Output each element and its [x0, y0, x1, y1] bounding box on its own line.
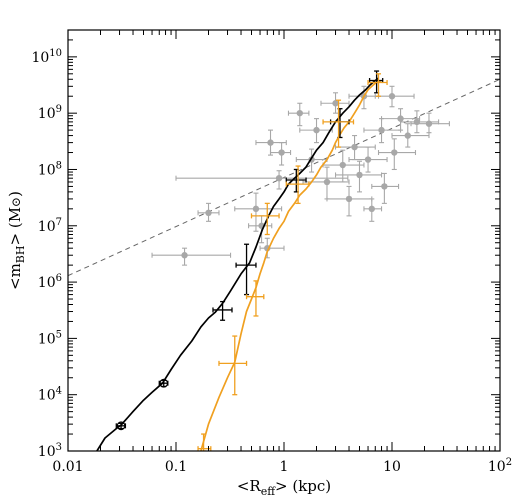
curves-layer — [68, 70, 500, 451]
black-curve-errorbar-1 — [158, 378, 169, 388]
x-axis-title: <Reff> (kpc) — [237, 477, 331, 498]
observed-point-21 — [371, 172, 400, 204]
axis-ticks — [67, 29, 501, 452]
orange-curve-errorbar-4 — [285, 165, 310, 205]
observed-point-14 — [326, 185, 373, 217]
orange-curve-errorbar-6 — [367, 73, 388, 97]
y-tick-label: 109 — [38, 104, 62, 122]
black-curve-errorbar-3 — [235, 243, 257, 296]
black-curve-errorbar-2 — [212, 300, 233, 321]
y-tick-label: 105 — [38, 329, 62, 347]
y-tick-label: 104 — [38, 386, 62, 404]
black-curve-errorbar-0 — [115, 421, 127, 431]
observed-point-26 — [400, 110, 440, 134]
x-tick-label: 10 — [383, 459, 401, 475]
observed-point-3 — [248, 215, 273, 244]
observed-point-0 — [151, 247, 232, 266]
plot-frame — [67, 29, 501, 452]
tick-labels: 0.01 0.1 1 10 102 103 104 105 106 107 108 109 1010 — [31, 48, 512, 475]
y-tick-label: 108 — [38, 160, 62, 178]
observed-point-27 — [410, 112, 450, 134]
observed-point-7 — [269, 142, 292, 166]
orange-curve-errorbar-2 — [245, 280, 265, 317]
x-tick-label: 102 — [488, 457, 512, 475]
observed-point-13 — [322, 149, 365, 183]
observed-point-18 — [348, 146, 388, 173]
observed-point-5 — [175, 170, 349, 190]
observed-point-12 — [320, 92, 350, 114]
x-tick-label: 0.01 — [52, 459, 83, 475]
observed-point-25 — [391, 123, 430, 148]
observed-point-23 — [377, 138, 417, 171]
y-tick-label: 1010 — [31, 48, 62, 66]
observed-point-16 — [334, 160, 383, 193]
orange-curve-errorbar-3 — [250, 202, 280, 236]
orange-curve-errorbar-5 — [322, 99, 355, 148]
observed-point-4 — [234, 192, 283, 232]
orange-curve-line — [200, 79, 382, 451]
orange-curve-errorbar-1 — [218, 335, 248, 396]
y-tick-label: 106 — [38, 273, 62, 291]
observed-point-19 — [363, 198, 383, 222]
observed-point-10 — [299, 118, 333, 144]
observed-point-1 — [197, 202, 220, 222]
y-axis-title: <mBH> (M⊙) — [6, 191, 27, 290]
observed-point-9 — [295, 148, 328, 173]
x-tick-label: 1 — [280, 459, 289, 475]
dashed-reference-line — [68, 78, 500, 277]
y-tick-label: 103 — [38, 442, 62, 460]
y-tick-label: 107 — [38, 217, 62, 235]
observed-point-22 — [374, 85, 415, 108]
x-tick-label: 0.1 — [165, 459, 187, 475]
observed-point-8 — [287, 102, 310, 127]
